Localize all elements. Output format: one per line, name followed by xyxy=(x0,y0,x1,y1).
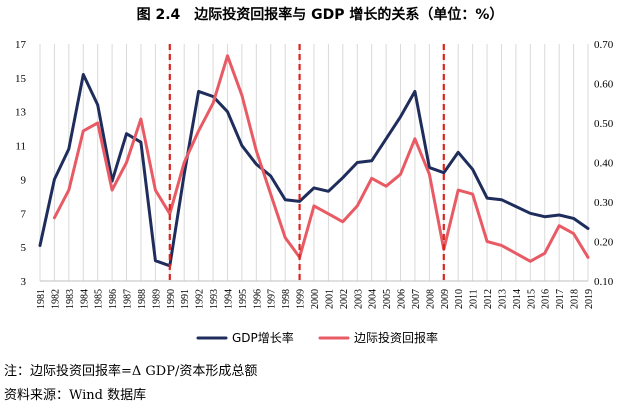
y-right-tick-label: 0.10 xyxy=(594,276,614,288)
x-tick-label: 1998 xyxy=(281,289,292,309)
x-tick-label: 1986 xyxy=(108,289,119,309)
y-left-tick-label: 17 xyxy=(15,39,27,51)
y-left-tick-label: 7 xyxy=(21,208,27,220)
line-chart: 3 5 7 9 11 13 15 17 0.10 0.20 0.30 0.40 0.50 0.60 0.70… xyxy=(15,39,614,345)
y-right-tick-label: 0.40 xyxy=(594,158,614,170)
x-tick-label: 1985 xyxy=(94,289,105,309)
x-tick-label: 2017 xyxy=(555,289,566,309)
x-tick-label: 1983 xyxy=(65,289,76,309)
x-tick-label: 2013 xyxy=(497,289,508,309)
x-tick-label: 1999 xyxy=(296,289,307,309)
y-left-tick-label: 9 xyxy=(21,174,27,186)
x-tick-label: 2012 xyxy=(483,289,494,309)
x-tick-label: 1982 xyxy=(50,289,61,309)
formula-note: 注：边际投资回报率=Δ GDP/资本形成总额 xyxy=(4,364,258,379)
legend-label: GDP增长率 xyxy=(232,330,294,345)
x-tick-label: 2015 xyxy=(526,289,537,309)
y-left-tick-label: 11 xyxy=(15,141,26,153)
x-tick-label: 1996 xyxy=(252,289,263,309)
x-tick-label: 2014 xyxy=(512,289,523,309)
x-tick-label: 1997 xyxy=(267,289,278,309)
x-tick-label: 1987 xyxy=(123,289,134,309)
x-tick-label: 1989 xyxy=(151,289,162,309)
y-right-tick-label: 0.30 xyxy=(594,197,614,209)
x-tick-label: 2000 xyxy=(310,289,321,309)
x-tick-label: 2003 xyxy=(353,289,364,309)
x-tick-label: 2006 xyxy=(397,289,408,309)
x-tick-label: 1992 xyxy=(195,289,206,309)
x-tick-label: 1994 xyxy=(223,289,234,309)
chart-title: 图 2.4 边际投资回报率与 GDP 增长的关系（单位：%） xyxy=(136,7,504,23)
y-left-tick-label: 15 xyxy=(15,73,27,85)
y-left-tick-label: 5 xyxy=(21,242,27,254)
y-right-tick-label: 0.70 xyxy=(594,39,614,51)
x-tick-label: 1981 xyxy=(36,289,47,309)
x-tick-label: 1990 xyxy=(166,289,177,309)
y-right-tick-label: 0.50 xyxy=(594,118,614,130)
y-right-tick-label: 0.60 xyxy=(594,79,614,91)
x-tick-label: 2018 xyxy=(570,289,581,309)
x-tick-label: 2016 xyxy=(541,289,552,309)
y-left-tick-label: 3 xyxy=(21,276,27,288)
investment-return-line xyxy=(52,54,590,263)
x-tick-label: 1988 xyxy=(137,289,148,309)
gdp-growth-line xyxy=(38,73,590,268)
x-tick-label: 1995 xyxy=(238,289,249,309)
x-tick-label: 1984 xyxy=(79,289,90,309)
x-tick-label: 2005 xyxy=(382,289,393,309)
x-tick-label: 2002 xyxy=(339,289,350,309)
x-tick-label: 2008 xyxy=(425,289,436,309)
x-tick-label: 2011 xyxy=(469,289,480,309)
y-left-tick-label: 13 xyxy=(15,107,27,119)
x-tick-label: 2001 xyxy=(324,289,335,309)
legend-label: 边际投资回报率 xyxy=(354,330,438,345)
x-tick-label: 2010 xyxy=(454,289,465,309)
x-tick-label: 2009 xyxy=(440,289,451,309)
x-tick-label: 2007 xyxy=(411,289,422,309)
x-tick-label: 1991 xyxy=(180,289,191,309)
y-right-tick-label: 0.20 xyxy=(594,237,614,249)
x-tick-label: 2004 xyxy=(368,289,379,309)
x-tick-label: 1993 xyxy=(209,289,220,309)
source-note: 资料来源：Wind 数据库 xyxy=(4,388,147,403)
x-tick-label: 2019 xyxy=(584,289,595,309)
